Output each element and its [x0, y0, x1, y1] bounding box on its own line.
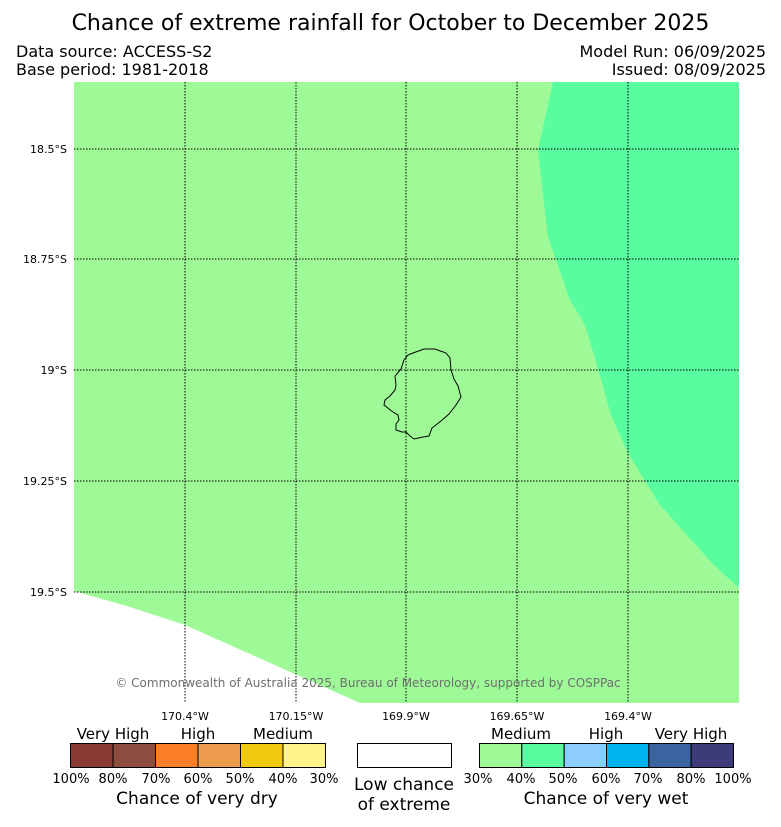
wet-color-swatch — [606, 743, 650, 768]
island-outline — [383, 348, 462, 440]
dry-tick-label: 80% — [99, 772, 128, 787]
dry-color-swatch — [155, 743, 199, 768]
copyright-notice: © Commonwealth of Australia 2025, Bureau… — [115, 676, 620, 690]
dry-colorbar — [70, 743, 326, 768]
dry-tick-label: 40% — [269, 772, 298, 787]
wet-tick-label: 80% — [677, 772, 706, 787]
dry-tick-label: 100% — [52, 772, 89, 787]
lon-label: 170.15°W — [269, 710, 324, 723]
base-period: Base period: 1981-2018 — [16, 60, 209, 79]
issued-date: Issued: 08/09/2025 — [611, 60, 766, 79]
wet-color-swatch — [648, 743, 692, 768]
page-title: Chance of extreme rainfall for October t… — [71, 11, 710, 36]
dry-color-swatch — [197, 743, 241, 768]
dry-category-label: Very High — [77, 725, 150, 743]
lon-label: 170.4°W — [161, 710, 209, 723]
dry-tick-label: 70% — [142, 772, 171, 787]
wet-color-swatch — [479, 743, 523, 768]
wet-color-swatch — [690, 743, 735, 768]
lat-label: 19°S — [41, 364, 67, 377]
wet-tick-label: 70% — [634, 772, 663, 787]
model-run: Model Run: 06/09/2025 — [579, 42, 767, 61]
lon-label: 169.65°W — [490, 710, 545, 723]
wet-caption: Chance of very wet — [524, 789, 689, 809]
lon-label: 169.9°W — [382, 710, 430, 723]
wet-category-label: Medium — [491, 725, 551, 743]
wet-category-label: Very High — [655, 725, 728, 743]
wet-tick-label: 30% — [464, 772, 493, 787]
dry-category-label: High — [181, 725, 215, 743]
data-source: Data source: ACCESS-S2 — [16, 42, 213, 61]
dry-tick-label: 50% — [226, 772, 255, 787]
gridlines — [74, 82, 739, 703]
metadata-right: Model Run: 06/09/2025 Issued: 08/09/2025 — [580, 43, 767, 79]
wet-tick-label: 40% — [507, 772, 536, 787]
dry-color-swatch — [282, 743, 326, 768]
wet-tick-label: 100% — [714, 772, 751, 787]
lon-label: 169.4°W — [604, 710, 652, 723]
dry-tick-label: 30% — [310, 772, 339, 787]
lat-label: 18.75°S — [23, 253, 67, 266]
metadata-left: Data source: ACCESS-S2 Base period: 1981… — [16, 43, 212, 79]
wet-colorbar — [479, 743, 735, 768]
lat-label: 19.25°S — [23, 475, 67, 488]
neutral-swatch — [357, 743, 452, 768]
neutral-caption-line2: of extreme — [358, 795, 451, 815]
dry-color-swatch — [70, 743, 114, 768]
dry-color-swatch — [240, 743, 284, 768]
dry-caption: Chance of very dry — [116, 789, 278, 809]
wet-category-label: High — [589, 725, 623, 743]
region-wet-40-50 — [538, 82, 739, 588]
dry-tick-label: 60% — [184, 772, 213, 787]
wet-color-swatch — [563, 743, 608, 768]
dry-color-swatch — [112, 743, 156, 768]
wet-tick-label: 50% — [549, 772, 578, 787]
lat-label: 19.5°S — [30, 586, 67, 599]
neutral-caption-line1: Low chance — [354, 775, 454, 795]
lat-label: 18.5°S — [30, 143, 67, 156]
wet-tick-label: 60% — [592, 772, 621, 787]
wet-color-swatch — [521, 743, 565, 768]
dry-category-label: Medium — [253, 725, 313, 743]
